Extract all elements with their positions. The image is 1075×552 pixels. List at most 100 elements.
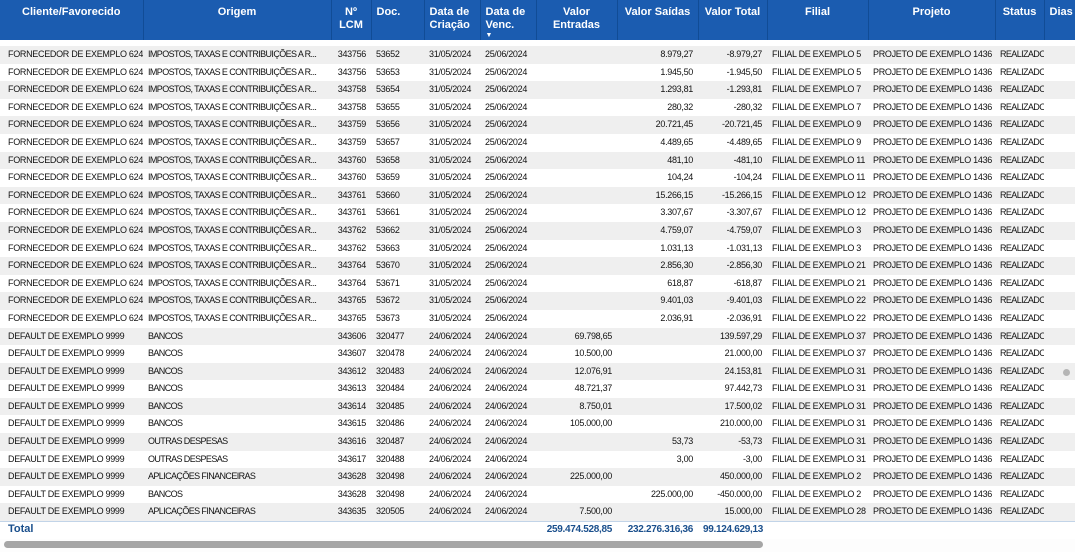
table-row[interactable]: FORNECEDOR DE EXEMPLO 6242 IMPOSTOS, TAX… [0, 81, 1075, 99]
cell-data-venc: 24/06/2024 [480, 327, 536, 346]
cell-valor-total: -481,10 [698, 151, 767, 170]
table-row[interactable]: FORNECEDOR DE EXEMPLO 6245 IMPOSTOS, TAX… [0, 204, 1075, 222]
cell-doc: 53661 [371, 204, 424, 222]
table-row[interactable]: DEFAULT DE EXEMPLO 9999 APLICAÇÕES FINAN… [0, 503, 1075, 522]
cell-valor-total: -9.401,03 [698, 292, 767, 310]
horizontal-scrollbar[interactable] [0, 539, 1075, 552]
cell-valor-saidas [617, 380, 698, 398]
cell-lcm: 343760 [331, 169, 371, 187]
table-row[interactable]: DEFAULT DE EXEMPLO 9999 APLICAÇÕES FINAN… [0, 468, 1075, 486]
col-header-criacao[interactable]: Data de Criação [424, 0, 481, 40]
horizontal-scrollbar-thumb[interactable] [4, 541, 763, 548]
clipped-partial-row [0, 40, 1075, 46]
col-header-status[interactable]: Status [995, 0, 1045, 40]
col-header-lcm[interactable]: Nº LCM [331, 0, 372, 40]
cell-valor-entradas [536, 221, 617, 240]
table-row[interactable]: DEFAULT DE EXEMPLO 9999 OUTRAS DESPESAS … [0, 450, 1075, 469]
cell-lcm: 343762 [331, 239, 371, 258]
table-row[interactable]: FORNECEDOR DE EXEMPLO 6242 IMPOSTOS, TAX… [0, 151, 1075, 170]
cell-dias [1044, 450, 1075, 469]
cell-data-criacao: 31/05/2024 [424, 221, 480, 240]
cell-data-criacao: 31/05/2024 [424, 133, 480, 152]
cell-data-criacao: 24/06/2024 [424, 327, 480, 346]
cell-lcm: 343760 [331, 151, 371, 170]
col-header-doc[interactable]: Doc. [371, 0, 425, 40]
cell-valor-saidas: 280,32 [617, 98, 698, 117]
cell-valor-total: 97.442,73 [698, 380, 767, 398]
cell-valor-total: 450.000,00 [698, 468, 767, 486]
cell-filial: FILIAL DE EXEMPLO 3 [767, 239, 868, 258]
cell-cliente: FORNECEDOR DE EXEMPLO 6242 [0, 186, 143, 205]
table-row[interactable]: DEFAULT DE EXEMPLO 9999 BANCOS 343613 32… [0, 380, 1075, 398]
table-row[interactable]: DEFAULT DE EXEMPLO 9999 BANCOS 343614 32… [0, 397, 1075, 416]
cell-dias [1044, 204, 1075, 222]
cell-valor-total: 210.000,00 [698, 415, 767, 434]
table-row[interactable]: FORNECEDOR DE EXEMPLO 6245 IMPOSTOS, TAX… [0, 98, 1075, 117]
cell-valor-entradas: 69.798,65 [536, 327, 617, 346]
cell-cliente: FORNECEDOR DE EXEMPLO 6245 [0, 309, 143, 328]
table-row[interactable]: FORNECEDOR DE EXEMPLO 6245 IMPOSTOS, TAX… [0, 274, 1075, 293]
table-row[interactable]: FORNECEDOR DE EXEMPLO 6245 IMPOSTOS, TAX… [0, 133, 1075, 152]
col-header-saidas[interactable]: Valor Saídas [617, 0, 699, 40]
cell-projeto: PROJETO DE EXEMPLO 1436 [868, 450, 995, 469]
table-row[interactable]: DEFAULT DE EXEMPLO 9999 BANCOS 343612 32… [0, 362, 1075, 381]
table-row[interactable]: DEFAULT DE EXEMPLO 9999 BANCOS 343606 32… [0, 327, 1075, 346]
cell-doc: 320486 [371, 415, 424, 434]
cell-valor-entradas [536, 63, 617, 82]
status-badge: REALIZADO [995, 397, 1044, 416]
cell-projeto: PROJETO DE EXEMPLO 1436 [868, 397, 995, 416]
table-row[interactable]: FORNECEDOR DE EXEMPLO 6242 IMPOSTOS, TAX… [0, 46, 1075, 64]
table-row[interactable]: DEFAULT DE EXEMPLO 9999 BANCOS 343615 32… [0, 415, 1075, 434]
cell-data-criacao: 24/06/2024 [424, 450, 480, 469]
cell-origem: IMPOSTOS, TAXAS E CONTRIBUIÇÕES A R... [143, 292, 331, 310]
cell-data-venc: 24/06/2024 [480, 397, 536, 416]
cell-projeto: PROJETO DE EXEMPLO 1436 [868, 503, 995, 522]
col-header-valor-total[interactable]: Valor Total [698, 0, 768, 40]
table-row[interactable]: DEFAULT DE EXEMPLO 9999 OUTRAS DESPESAS … [0, 433, 1075, 451]
col-header-projeto[interactable]: Projeto [868, 0, 996, 40]
cell-doc: 320478 [371, 345, 424, 363]
col-header-filial[interactable]: Filial [767, 0, 869, 40]
cell-data-criacao: 24/06/2024 [424, 503, 480, 522]
cell-filial: FILIAL DE EXEMPLO 31 [767, 380, 868, 398]
status-badge: REALIZADO [995, 81, 1044, 99]
cell-valor-entradas: 8.750,01 [536, 397, 617, 416]
cell-valor-entradas [536, 46, 617, 64]
table-row[interactable]: DEFAULT DE EXEMPLO 9999 BANCOS 343607 32… [0, 345, 1075, 363]
col-header-cliente[interactable]: Cliente/Favorecido [0, 0, 144, 40]
cell-valor-saidas: 8.979,27 [617, 46, 698, 64]
table-row[interactable]: FORNECEDOR DE EXEMPLO 6242 IMPOSTOS, TAX… [0, 116, 1075, 134]
col-header-dias[interactable]: Dias [1044, 0, 1075, 40]
col-header-origem[interactable]: Origem [143, 0, 332, 40]
table-row[interactable]: FORNECEDOR DE EXEMPLO 6242 IMPOSTOS, TAX… [0, 221, 1075, 240]
cell-origem: IMPOSTOS, TAXAS E CONTRIBUIÇÕES A R... [143, 98, 331, 117]
vertical-scrollbar-thumb[interactable] [1063, 369, 1070, 376]
cell-projeto: PROJETO DE EXEMPLO 1436 [868, 257, 995, 275]
col-header-entradas[interactable]: Valor Entradas [536, 0, 618, 40]
cell-data-criacao: 31/05/2024 [424, 239, 480, 258]
table-row[interactable]: FORNECEDOR DE EXEMPLO 6242 IMPOSTOS, TAX… [0, 292, 1075, 310]
cell-valor-saidas [617, 468, 698, 486]
cell-data-criacao: 31/05/2024 [424, 204, 480, 222]
status-badge: REALIZADO [995, 292, 1044, 310]
table-header: Cliente/Favorecido Origem Nº LCM Doc. Da… [0, 0, 1075, 40]
cell-data-criacao: 31/05/2024 [424, 151, 480, 170]
cell-projeto: PROJETO DE EXEMPLO 1436 [868, 46, 995, 64]
cell-valor-saidas [617, 362, 698, 381]
table-row[interactable]: FORNECEDOR DE EXEMPLO 6242 IMPOSTOS, TAX… [0, 186, 1075, 205]
table-row[interactable]: FORNECEDOR DE EXEMPLO 6245 IMPOSTOS, TAX… [0, 63, 1075, 82]
table-row[interactable]: DEFAULT DE EXEMPLO 9999 BANCOS 343628 32… [0, 485, 1075, 504]
cell-valor-entradas [536, 116, 617, 134]
table-row[interactable]: FORNECEDOR DE EXEMPLO 6245 IMPOSTOS, TAX… [0, 239, 1075, 258]
cell-data-venc: 25/06/2024 [480, 204, 536, 222]
table-row[interactable]: FORNECEDOR DE EXEMPLO 6245 IMPOSTOS, TAX… [0, 309, 1075, 328]
cell-projeto: PROJETO DE EXEMPLO 1436 [868, 309, 995, 328]
col-header-venc[interactable]: Data de Venc. ▼ [480, 0, 537, 40]
cell-data-criacao: 31/05/2024 [424, 186, 480, 205]
table-row[interactable]: FORNECEDOR DE EXEMPLO 6242 IMPOSTOS, TAX… [0, 257, 1075, 275]
cell-projeto: PROJETO DE EXEMPLO 1436 [868, 133, 995, 152]
cell-valor-total: -3.307,67 [698, 204, 767, 222]
cell-valor-saidas: 9.401,03 [617, 292, 698, 310]
table-row[interactable]: FORNECEDOR DE EXEMPLO 6245 IMPOSTOS, TAX… [0, 169, 1075, 187]
cell-data-venc: 25/06/2024 [480, 133, 536, 152]
